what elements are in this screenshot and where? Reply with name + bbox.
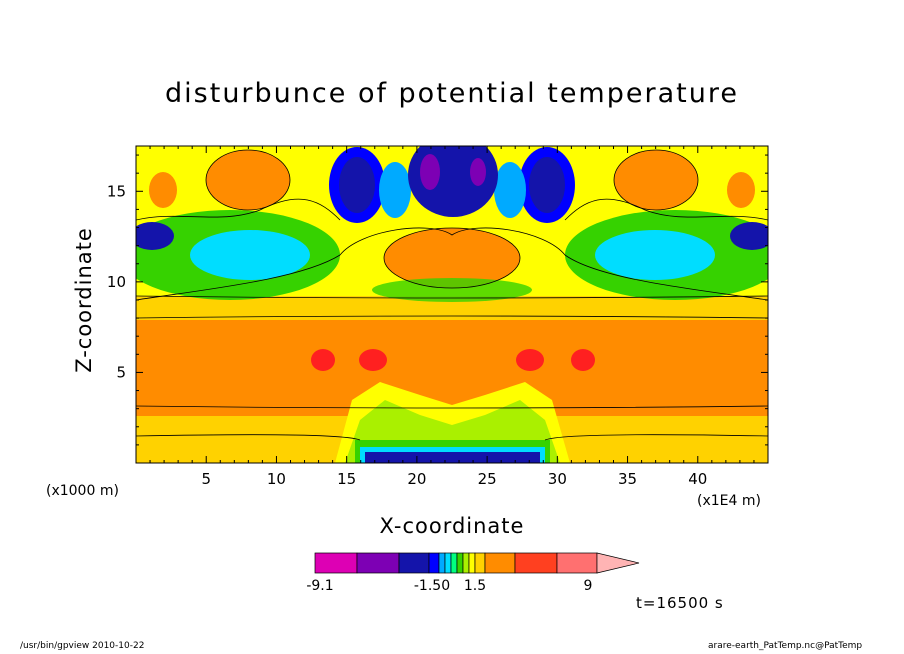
field-center-orange — [384, 228, 520, 288]
field-bottom-blue — [365, 452, 540, 463]
field-blue-edge-right — [730, 222, 768, 250]
x-scale-note: (x1E4 m) — [697, 493, 761, 509]
field-center-purple — [420, 154, 440, 190]
field-red-cell-3 — [516, 349, 544, 371]
field-cyan-ring-left — [379, 162, 411, 218]
field-cyan-left — [190, 230, 310, 280]
colorbar-segment — [514, 552, 558, 574]
x-tick-label: 20 — [407, 470, 426, 488]
colorbar-segment — [456, 552, 464, 574]
field-center-green — [372, 278, 532, 302]
y-tick-label: 15 — [107, 182, 126, 200]
field-red-cell-1 — [311, 349, 335, 371]
field-orange-small-left — [149, 172, 177, 208]
field-orange-small-right — [727, 172, 755, 208]
colorbar-segment — [444, 552, 452, 574]
field-cyan-ring-right — [494, 162, 526, 218]
field-blue-cell-right-core — [529, 157, 565, 213]
colorbar-label: 9 — [584, 578, 593, 594]
x-tick-label: 35 — [618, 470, 637, 488]
field-red-cell-4 — [571, 349, 595, 371]
footer-left: /usr/bin/gpview 2010-10-22 — [20, 641, 145, 651]
x-axis-label: X-coordinate — [379, 514, 525, 538]
colorbar-label: 1.5 — [464, 578, 486, 594]
colorbar-segment — [450, 552, 458, 574]
colorbar: -9.1 -1.50 1.5 9 — [306, 552, 640, 594]
colorbar-extend-arrow — [596, 552, 640, 574]
plot-frame — [135, 145, 769, 464]
colorbar-label: -9.1 — [306, 578, 333, 594]
field-cyan-right — [595, 230, 715, 280]
field-orange-top-left — [206, 150, 290, 210]
footer-right: arare-earth_PatTemp.nc@PatTemp — [708, 641, 863, 651]
field-red-cell-2 — [359, 349, 387, 371]
y-tick-label: 5 — [116, 363, 126, 381]
x-tick-label: 40 — [688, 470, 707, 488]
colorbar-segment — [556, 552, 598, 574]
field-blue-edge-left — [136, 222, 174, 250]
colorbar-segment — [484, 552, 516, 574]
colorbar-segment — [462, 552, 470, 574]
chart-title: disturbunce of potential temperature — [165, 78, 739, 109]
y-tick-label: 10 — [107, 273, 126, 291]
colorbar-segment — [438, 552, 446, 574]
x-tick-label: 10 — [267, 470, 286, 488]
x-tick-label: 5 — [201, 470, 211, 488]
time-annotation: t=16500 s — [636, 594, 724, 612]
field-blue-cell-left-core — [339, 157, 375, 213]
colorbar-segment — [398, 552, 430, 574]
y-axis-ticks: 5 10 15 — [107, 154, 768, 446]
field-center-purple-2 — [470, 158, 486, 186]
x-tick-label: 25 — [478, 470, 497, 488]
x-axis-ticks: 5 10 15 20 25 30 35 40 — [149, 146, 755, 488]
y-scale-note: (x1000 m) — [46, 483, 119, 499]
colorbar-segment — [356, 552, 400, 574]
colorbar-segment — [474, 552, 486, 574]
x-tick-label: 30 — [548, 470, 567, 488]
contour-lines — [136, 149, 768, 441]
x-tick-label: 15 — [337, 470, 356, 488]
contour-field — [136, 146, 768, 463]
colorbar-label: -1.50 — [414, 578, 450, 594]
colorbar-segment — [314, 552, 358, 574]
colorbar-segment — [428, 552, 440, 574]
colorbar-segment — [468, 552, 476, 574]
field-orange-top-right — [614, 150, 698, 210]
field-orange-band — [136, 318, 768, 408]
